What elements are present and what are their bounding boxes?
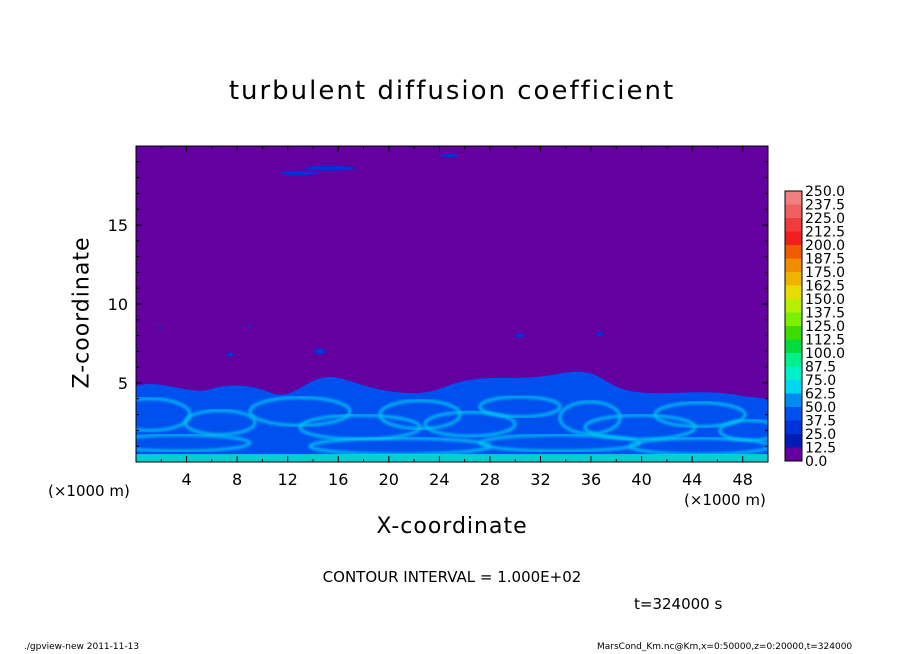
colorbar-swatch: [785, 366, 802, 381]
colorbar-swatch: [785, 258, 802, 273]
colorbar-label: 212.5: [805, 225, 845, 241]
x-axis-label: X-coordinate: [376, 514, 528, 539]
x-tick-label: 8: [232, 470, 242, 489]
colorbar-swatch: [785, 326, 802, 340]
turbulence-field: [136, 153, 768, 462]
colorbar-label: 112.5: [805, 333, 845, 349]
colorbar-frame: [784, 190, 803, 462]
x-axis-unit: (×1000 m): [684, 491, 766, 509]
colorbar-label: 87.5: [805, 360, 836, 376]
turbulence-band: [136, 433, 252, 453]
turbulence-patch: [280, 170, 320, 175]
contour-interval: CONTOUR INTERVAL = 1.000E+02: [322, 568, 582, 586]
time-label: t=324000 s: [634, 595, 723, 613]
colorbar-swatch: [785, 299, 802, 313]
y-tick-label: 10: [108, 295, 128, 314]
x-tick-label: 48: [733, 470, 753, 489]
colorbar: 250.0237.5225.0212.5200.0187.5175.0162.5…: [784, 184, 845, 470]
colorbar-swatch: [785, 353, 802, 367]
turbulence-patch: [440, 153, 460, 157]
colorbar-swatch: [785, 245, 802, 259]
turbulence-patch: [515, 333, 525, 338]
turbulence-band: [378, 399, 462, 431]
colorbar-label: 225.0: [805, 211, 845, 227]
colorbar-label: 62.5: [805, 387, 836, 403]
footer-left: ./gpview-new 2011-11-13: [24, 642, 140, 652]
footer-right: MarsCond_Km.nc@Km,x=0:50000,z=0:20000,t=…: [597, 642, 853, 652]
turbulence-patch: [226, 352, 234, 357]
x-tick-label: 12: [278, 470, 298, 489]
colorbar-label: 100.0: [805, 346, 845, 362]
colorbar-swatch: [785, 285, 802, 300]
colorbar-swatch: [785, 420, 802, 435]
turbulence-patch: [314, 348, 326, 355]
turbulence-patch: [248, 325, 252, 328]
colorbar-swatch: [785, 380, 802, 394]
chart-title: turbulent diffusion coefficient: [228, 76, 676, 106]
turbulence-band: [423, 410, 517, 438]
x-tick-label: 16: [328, 470, 348, 489]
turbulence-band: [183, 409, 257, 436]
colorbar-label: 250.0: [805, 184, 845, 200]
colorbar-swatch: [785, 393, 802, 408]
colorbar-swatch: [785, 312, 802, 327]
colorbar-label: 0.0: [805, 454, 827, 470]
colorbar-swatch: [785, 218, 802, 232]
colorbar-label: 12.5: [805, 441, 836, 457]
colorbar-swatch: [785, 231, 802, 246]
x-tick-label: 4: [181, 470, 191, 489]
colorbar-label: 137.5: [805, 306, 845, 322]
y-axis-unit: (×1000 m): [48, 482, 130, 500]
x-tick-label: 32: [530, 470, 550, 489]
x-tick-label: 44: [682, 470, 702, 489]
colorbar-label: 175.0: [805, 265, 845, 281]
colorbar-label: 125.0: [805, 319, 845, 335]
colorbar-swatch: [785, 204, 802, 219]
y-axis-label: Z-coordinate: [69, 236, 95, 389]
x-tick-label: 36: [581, 470, 601, 489]
colorbar-label: 75.0: [805, 373, 836, 389]
turbulence-patch: [305, 165, 355, 171]
y-tick-label: 5: [118, 374, 128, 393]
colorbar-label: 162.5: [805, 279, 845, 295]
turbulence-patch: [596, 332, 604, 337]
colorbar-label: 25.0: [805, 427, 836, 443]
turbulence-band: [478, 395, 562, 419]
colorbar-label: 150.0: [805, 292, 845, 308]
x-axis-ticks: 4 8 12 16 20 24 28 32 36 40 44 48: [160, 146, 753, 489]
turbulence-band: [653, 401, 747, 429]
colorbar-swatch: [785, 434, 802, 448]
y-axis-ticks: 5 10 15: [108, 161, 768, 447]
x-tick-label: 40: [631, 470, 651, 489]
colorbar-label: 200.0: [805, 238, 845, 254]
turbulent-layer: [136, 371, 768, 462]
x-tick-label: 28: [480, 470, 500, 489]
turbulence-patch: [158, 326, 162, 329]
colorbar-swatch: [785, 447, 802, 462]
colorbar-swatch: [785, 272, 802, 286]
colorbar-label: 50.0: [805, 400, 836, 416]
surface-band: [136, 454, 768, 462]
colorbar-label: 237.5: [805, 198, 845, 214]
colorbar-label: 187.5: [805, 252, 845, 268]
colorbar-label: 37.5: [805, 414, 836, 430]
colorbar-swatch: [785, 407, 802, 421]
colorbar-swatch: [785, 191, 802, 205]
x-tick-label: 20: [379, 470, 399, 489]
x-tick-label: 24: [429, 470, 449, 489]
colorbar-swatch: [785, 339, 802, 354]
y-tick-label: 15: [108, 216, 128, 235]
